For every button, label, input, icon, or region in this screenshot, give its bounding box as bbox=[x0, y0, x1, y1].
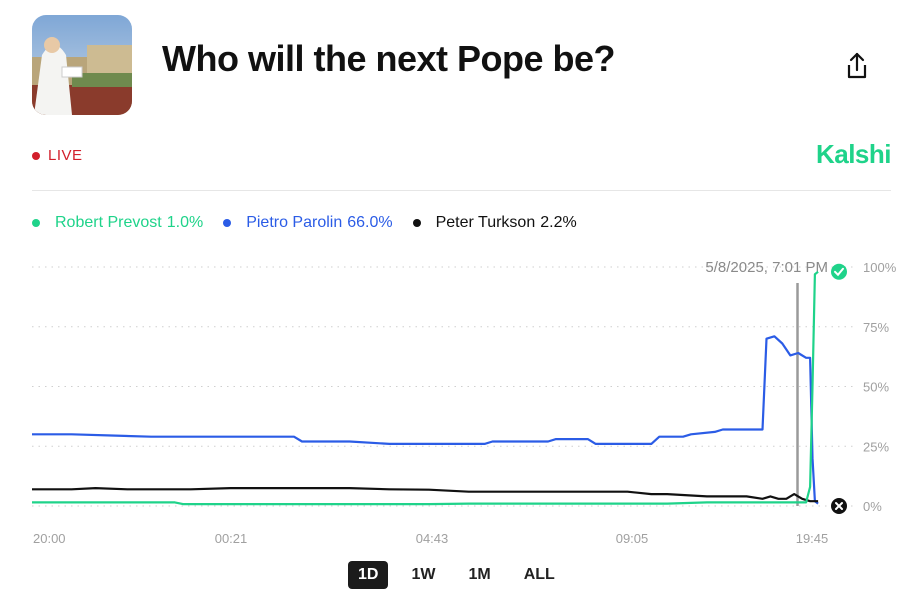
series-line-peter-turkson bbox=[32, 487, 819, 503]
market-thumbnail bbox=[32, 15, 132, 115]
y-tick-label: 75% bbox=[863, 320, 889, 335]
range-button-1m[interactable]: 1M bbox=[468, 566, 491, 583]
legend-name: Peter Turkson bbox=[435, 214, 536, 231]
y-tick-label: 0% bbox=[863, 499, 882, 514]
live-indicator: LIVE bbox=[32, 147, 83, 164]
legend-dot-icon bbox=[223, 219, 232, 227]
share-button[interactable] bbox=[842, 50, 872, 82]
share-icon bbox=[847, 52, 867, 79]
series-line-pietro-parolin bbox=[32, 335, 819, 505]
check-icon bbox=[834, 267, 844, 277]
live-label: LIVE bbox=[48, 147, 83, 164]
divider bbox=[32, 190, 891, 191]
legend-dot-icon bbox=[32, 219, 40, 227]
brand-logo: Kalshi bbox=[815, 139, 892, 169]
legend-value: 66.0% bbox=[347, 214, 393, 231]
legend-dot-icon bbox=[412, 219, 421, 227]
live-dot-icon bbox=[32, 151, 40, 160]
range-button-1d[interactable]: 1D bbox=[348, 561, 389, 589]
x-tick-label: 19:45 bbox=[796, 531, 829, 546]
range-button-all[interactable]: ALL bbox=[523, 566, 555, 583]
legend-item[interactable]: Robert Prevost 1.0% bbox=[32, 214, 203, 232]
legend-item[interactable]: Pietro Parolin 66.0% bbox=[223, 214, 393, 232]
y-tick-label: 100% bbox=[863, 260, 897, 275]
range-button-1w[interactable]: 1W bbox=[411, 566, 436, 583]
close-icon bbox=[835, 502, 843, 510]
hover-label: 5/8/2025, 7:01 PM bbox=[705, 259, 828, 276]
x-tick-label: 00:21 bbox=[215, 531, 248, 546]
y-tick-label: 50% bbox=[863, 380, 889, 395]
pope-photo-icon bbox=[32, 15, 132, 115]
legend-item[interactable]: Peter Turkson 2.2% bbox=[412, 214, 577, 232]
price-chart[interactable]: 100% 75% 50% 25% 0% 20:00 00:21 04:43 09:05 19:45… bbox=[0, 245, 899, 560]
legend-value: 2.2% bbox=[540, 214, 577, 231]
x-tick-label: 20:00 bbox=[33, 531, 66, 546]
x-tick-label: 09:05 bbox=[616, 531, 649, 546]
resolved-yes-marker bbox=[831, 263, 847, 280]
y-tick-label: 25% bbox=[863, 439, 889, 454]
legend-value: 1.0% bbox=[166, 214, 204, 231]
series-line-robert-prevost bbox=[32, 270, 819, 506]
legend-name: Robert Prevost bbox=[55, 214, 162, 231]
chart-legend: Robert Prevost 1.0% Pietro Parolin 66.0% Pet… bbox=[32, 214, 597, 232]
range-selector: 1D 1W 1M ALL bbox=[348, 561, 578, 589]
legend-name: Pietro Parolin bbox=[246, 214, 343, 231]
x-tick-label: 04:43 bbox=[416, 531, 449, 546]
market-title: Who will the next Pope be? bbox=[162, 38, 616, 79]
